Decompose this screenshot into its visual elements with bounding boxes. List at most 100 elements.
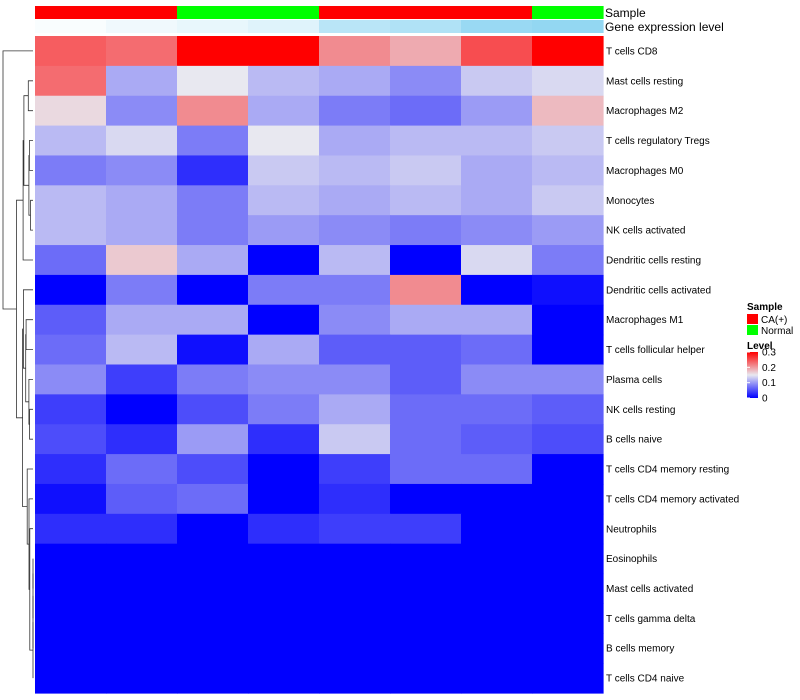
heatmap-cell [35, 155, 107, 186]
heatmap-cell [106, 125, 178, 157]
row-labels: T cells CD8 Mast cells resting Macrophages… [606, 46, 739, 684]
row-label: T cells regulatory Tregs [606, 136, 710, 147]
heatmap-cell [319, 125, 391, 157]
heatmap-cell [35, 573, 107, 605]
heatmap-cell [390, 155, 462, 186]
heatmap-cell [177, 125, 249, 157]
legend-tick-label: 0.3 [762, 348, 776, 359]
heatmap-cell [248, 334, 320, 366]
heatmap-cell [106, 483, 178, 515]
heatmap-cell [319, 364, 391, 395]
heatmap-cell [319, 334, 391, 366]
heatmap-cell [461, 364, 533, 395]
heatmap-cell [461, 304, 533, 336]
heatmap-cell [390, 483, 462, 515]
heatmap-cell [390, 95, 462, 127]
heatmap-cell [248, 185, 320, 216]
sample-annotation-cell [35, 6, 107, 19]
gene-expression-annotation-cell [319, 20, 391, 33]
row-label: Plasma cells [606, 375, 662, 386]
heatmap-cell [319, 36, 391, 67]
heatmap-cell [461, 155, 533, 186]
heatmap-cell [248, 245, 320, 276]
sample-annotation-cell [532, 6, 604, 19]
heatmap-cell [248, 274, 320, 306]
sample-annotation-cell [248, 6, 320, 19]
heatmap-cell [106, 603, 178, 634]
heatmap-cell [248, 394, 320, 425]
heatmap-cell [106, 573, 178, 605]
heatmap-cell [106, 36, 178, 67]
heatmap-cell [177, 543, 249, 575]
heatmap-cell [106, 543, 178, 575]
heatmap-cell [461, 125, 533, 157]
heatmap-cell [106, 245, 178, 276]
heatmap-cell [177, 155, 249, 186]
heatmap-cell [319, 663, 391, 694]
heatmap-cell [248, 483, 320, 515]
heatmap-cell [106, 95, 178, 127]
column-annotations [35, 6, 604, 33]
heatmap-cell [177, 394, 249, 425]
dendrogram-branch [16, 199, 24, 419]
row-label: Mast cells activated [606, 584, 693, 595]
heatmap-cell [390, 65, 462, 97]
heatmap-cell [35, 663, 107, 694]
heatmap-cell [532, 334, 604, 366]
dendrogram-branch [23, 95, 29, 186]
heatmap-cell [532, 633, 604, 664]
row-label: Dendritic cells activated [606, 285, 711, 296]
legend-sample-title: Sample [747, 302, 783, 313]
heatmap-cell [319, 633, 391, 664]
heatmap-cell [248, 543, 320, 575]
dendrogram-branch [26, 468, 33, 545]
row-dendrogram [2, 50, 34, 679]
dendrogram-branch [29, 140, 33, 171]
heatmap-cell [532, 245, 604, 276]
heatmap-cell [35, 394, 107, 425]
dendrogram-branch [29, 408, 33, 440]
heatmap-cell [35, 424, 107, 455]
heatmap-cell [461, 334, 533, 366]
heatmap-cell [461, 663, 533, 694]
row-label: T cells CD4 memory activated [606, 494, 739, 505]
sample-annotation-cell [177, 6, 249, 19]
row-label: Mast cells resting [606, 76, 683, 87]
row-label: T cells gamma delta [606, 614, 696, 625]
heatmap-cell [177, 454, 249, 485]
heatmap-cell [35, 364, 107, 395]
heatmap-cell [390, 125, 462, 157]
gene-expression-annotation-cell [106, 20, 178, 33]
heatmap-cell [461, 424, 533, 455]
sample-annotation-cell [106, 6, 178, 19]
heatmap-cell [532, 394, 604, 425]
heatmap-cell [35, 543, 107, 575]
dendrogram-branch [25, 319, 33, 350]
heatmap-cell [35, 36, 107, 67]
legend-level-title: Level [747, 341, 773, 352]
heatmap-cell [248, 364, 320, 395]
heatmap-cell [319, 513, 391, 545]
heatmap-cell [106, 274, 178, 306]
heatmap-cells [35, 36, 604, 694]
gene-expression-annotation-cell [248, 20, 320, 33]
heatmap-cell [35, 334, 107, 366]
heatmap-cell [35, 95, 107, 127]
heatmap-cell [461, 543, 533, 575]
heatmap-cell [461, 185, 533, 216]
annotation-labels: Sample Gene expression level [605, 6, 724, 34]
heatmap-cell [106, 155, 178, 186]
heatmap-cell [390, 543, 462, 575]
legend-colorbar [747, 352, 758, 398]
heatmap-cell [319, 215, 391, 246]
heatmap-cell [390, 364, 462, 395]
heatmap-cell [390, 36, 462, 67]
heatmap-cell [248, 36, 320, 67]
heatmap-cell [248, 65, 320, 97]
row-label: T cells follicular helper [606, 345, 705, 356]
heatmap-cell [35, 274, 107, 306]
row-label: B cells naive [606, 435, 663, 446]
heatmap-cell [390, 274, 462, 306]
heatmap-cell [319, 95, 391, 127]
heatmap-cell [248, 573, 320, 605]
